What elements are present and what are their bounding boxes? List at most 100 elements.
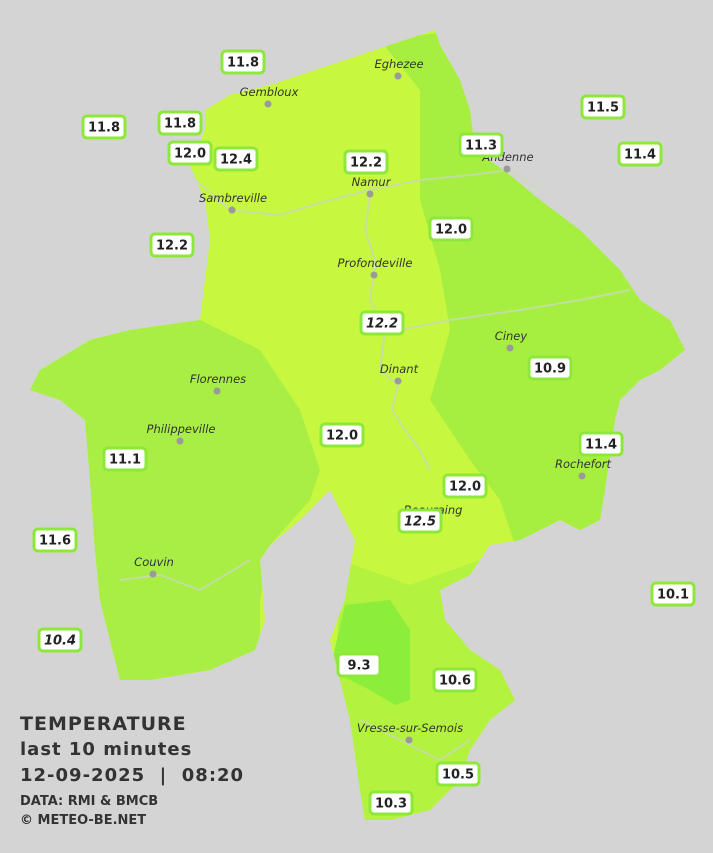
city-dot <box>578 472 586 480</box>
station-value: 11.4 <box>585 438 617 453</box>
station-value: 11.1 <box>109 453 141 468</box>
station-box <box>617 141 663 167</box>
river-eau-noire <box>119 559 251 592</box>
caption-datetime: 12-09-2025 | 08:20 <box>20 765 244 786</box>
station: 10.6 <box>432 667 478 693</box>
river-semois <box>359 719 471 762</box>
station-value: 12.2 <box>350 156 382 171</box>
station-box <box>527 355 573 381</box>
station-box <box>650 581 696 607</box>
station-value: 12.2 <box>366 317 398 332</box>
station-box <box>81 114 127 140</box>
caption: TEMPERATURE last 10 minutes 12-09-2025 |… <box>20 713 244 828</box>
station-value: 10.3 <box>375 797 407 812</box>
station: 10.9 <box>527 355 573 381</box>
station: 11.3 <box>458 132 504 158</box>
city-dot <box>394 377 402 385</box>
station-box <box>157 110 203 136</box>
station-box <box>442 473 488 499</box>
city-label: Vresse-sur-Semois <box>357 721 463 735</box>
city-label: Ciney <box>495 329 528 343</box>
station-box <box>359 310 405 336</box>
station: 12.5 <box>397 508 443 534</box>
city-dot <box>370 271 378 279</box>
city-label: Dinant <box>380 362 419 376</box>
station-box <box>102 446 148 472</box>
station-value: 10.9 <box>534 362 566 377</box>
station: 11.1 <box>102 446 148 472</box>
river-sambre-meuse <box>189 168 541 217</box>
station: 12.0 <box>319 422 365 448</box>
station-value: 11.5 <box>587 101 619 116</box>
river-bocq <box>399 289 631 331</box>
station: 11.6 <box>32 527 78 553</box>
station-box <box>336 652 382 678</box>
station-value: 11.6 <box>39 534 71 549</box>
station: 11.8 <box>220 49 266 75</box>
city-label: Eghezee <box>374 57 423 71</box>
caption-copyright: © METEO-BE.NET <box>20 813 146 828</box>
station-box <box>37 627 83 653</box>
station-box <box>458 132 504 158</box>
station-value: 11.8 <box>227 56 259 71</box>
station-value: 11.8 <box>88 121 120 136</box>
city-label: Florennes <box>190 372 246 386</box>
station-value: 12.0 <box>435 223 467 238</box>
city-label: Rochefort <box>555 457 612 471</box>
station-value: 10.4 <box>44 634 76 649</box>
station-value: 11.3 <box>465 139 497 154</box>
station: 10.5 <box>435 761 481 787</box>
station-value: 12.5 <box>404 515 436 530</box>
caption-data: DATA: RMI & BMCB <box>20 794 158 809</box>
city-dot <box>176 437 184 445</box>
station-box <box>319 422 365 448</box>
city-label: Profondeville <box>338 256 413 270</box>
station-box <box>213 146 259 172</box>
station-value: 10.6 <box>439 674 471 689</box>
station: 11.4 <box>617 141 663 167</box>
station-box <box>428 216 474 242</box>
station-value: 9.3 <box>347 659 370 674</box>
station: 11.8 <box>81 114 127 140</box>
city-dot <box>228 206 236 214</box>
station-box <box>32 527 78 553</box>
city-dot <box>149 570 157 578</box>
station: 11.5 <box>580 94 626 120</box>
station-box <box>149 232 195 258</box>
station: 11.8 <box>157 110 203 136</box>
rivers <box>119 168 631 762</box>
station-value: 10.5 <box>442 768 474 783</box>
city-dot <box>264 100 272 108</box>
station-value: 10.1 <box>657 588 689 603</box>
station: 10.3 <box>368 790 414 816</box>
station-box <box>435 761 481 787</box>
station-value: 12.0 <box>449 480 481 495</box>
city-label: Couvin <box>134 555 174 569</box>
city-dot <box>394 72 402 80</box>
city-dot <box>506 344 514 352</box>
station: 9.3 <box>336 652 382 678</box>
caption-title: TEMPERATURE <box>20 713 187 735</box>
station: 12.0 <box>442 473 488 499</box>
station: 12.2 <box>359 310 405 336</box>
station-value: 12.4 <box>220 153 252 168</box>
river-meuse <box>363 194 431 471</box>
station: 12.0 <box>428 216 474 242</box>
city-label: Gembloux <box>240 85 299 99</box>
city-dot <box>405 736 413 744</box>
stations: 11.8 11.8 11.8 12.0 12.4 12.2 11.3 11.5 11.4 12.0… <box>32 49 696 816</box>
station-box <box>343 149 389 175</box>
station: 12.4 <box>213 146 259 172</box>
city-label: Namur <box>352 175 392 189</box>
station-box <box>167 140 213 166</box>
station-box <box>368 790 414 816</box>
station: 10.1 <box>650 581 696 607</box>
city-label: Philippeville <box>147 422 216 436</box>
station: 12.2 <box>343 149 389 175</box>
station-value: 11.4 <box>624 148 656 163</box>
station-box <box>220 49 266 75</box>
caption-subtitle: last 10 minutes <box>20 739 192 760</box>
station-value: 11.8 <box>164 117 196 132</box>
station-value: 12.2 <box>156 239 188 254</box>
station-box <box>580 94 626 120</box>
